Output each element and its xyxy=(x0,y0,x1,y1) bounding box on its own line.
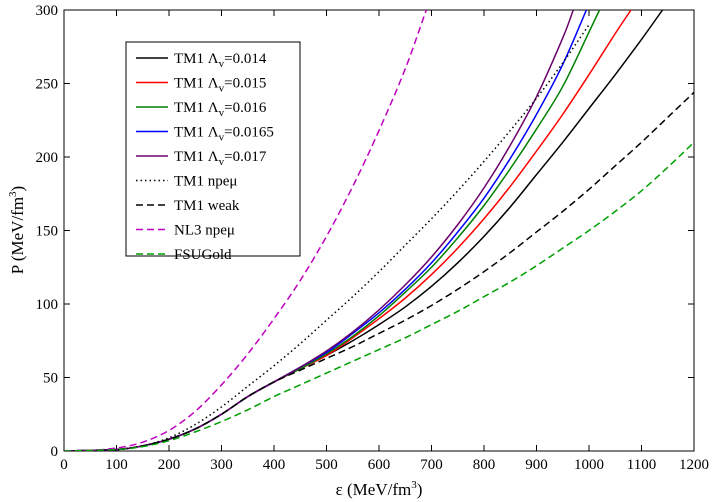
series-line-5 xyxy=(64,24,590,451)
x-axis-label: ε (MeV/fm3) xyxy=(336,479,423,499)
x-tick-label: 400 xyxy=(263,457,286,473)
y-axis-label: P (MeV/fm3) xyxy=(7,186,27,274)
series-line-7 xyxy=(64,10,427,451)
legend-label-8: FSUGold xyxy=(174,247,232,263)
legend-label-1: TM1 Λv=0.015 xyxy=(174,76,266,95)
y-tick-label: 200 xyxy=(36,150,59,166)
x-tick-label: 700 xyxy=(420,457,443,473)
x-tick-label: 200 xyxy=(158,457,181,473)
legend-label-3: TM1 Λv=0.0165 xyxy=(174,125,274,144)
legend-box xyxy=(125,41,301,257)
y-tick-label: 150 xyxy=(36,224,59,240)
series-line-6 xyxy=(64,91,694,451)
y-tick-label: 300 xyxy=(36,3,59,19)
x-tick-label: 300 xyxy=(210,457,233,473)
x-tick-label: 800 xyxy=(473,457,496,473)
x-tick-label: 600 xyxy=(368,457,391,473)
y-tick-label: 100 xyxy=(36,297,59,313)
legend-label-0: TM1 Λv=0.014 xyxy=(174,51,267,70)
x-tick-label: 1200 xyxy=(679,457,709,473)
legend-label-2: TM1 Λv=0.016 xyxy=(174,100,267,119)
legend-label-7: NL3 npeμ xyxy=(174,223,235,239)
series-line-4 xyxy=(64,10,574,451)
x-tick-label: 0 xyxy=(60,457,68,473)
legend: TM1 Λv=0.014 TM1 Λv=0.015 TM1 Λv=0.016 TM1 … xyxy=(125,41,301,263)
x-tick-label: 100 xyxy=(105,457,128,473)
y-tick-label: 0 xyxy=(51,444,59,460)
x-tick-label: 900 xyxy=(525,457,548,473)
legend-label-4: TM1 Λv=0.017 xyxy=(174,149,267,168)
y-tick-label: 50 xyxy=(43,371,58,387)
x-tick-label: 500 xyxy=(315,457,338,473)
x-tick-label: 1100 xyxy=(627,457,656,473)
y-tick-label: 250 xyxy=(36,77,59,93)
x-tick-label: 1000 xyxy=(574,457,604,473)
legend-label-5: TM1 npeμ xyxy=(174,174,237,190)
legend-label-6: TM1 weak xyxy=(174,198,240,214)
